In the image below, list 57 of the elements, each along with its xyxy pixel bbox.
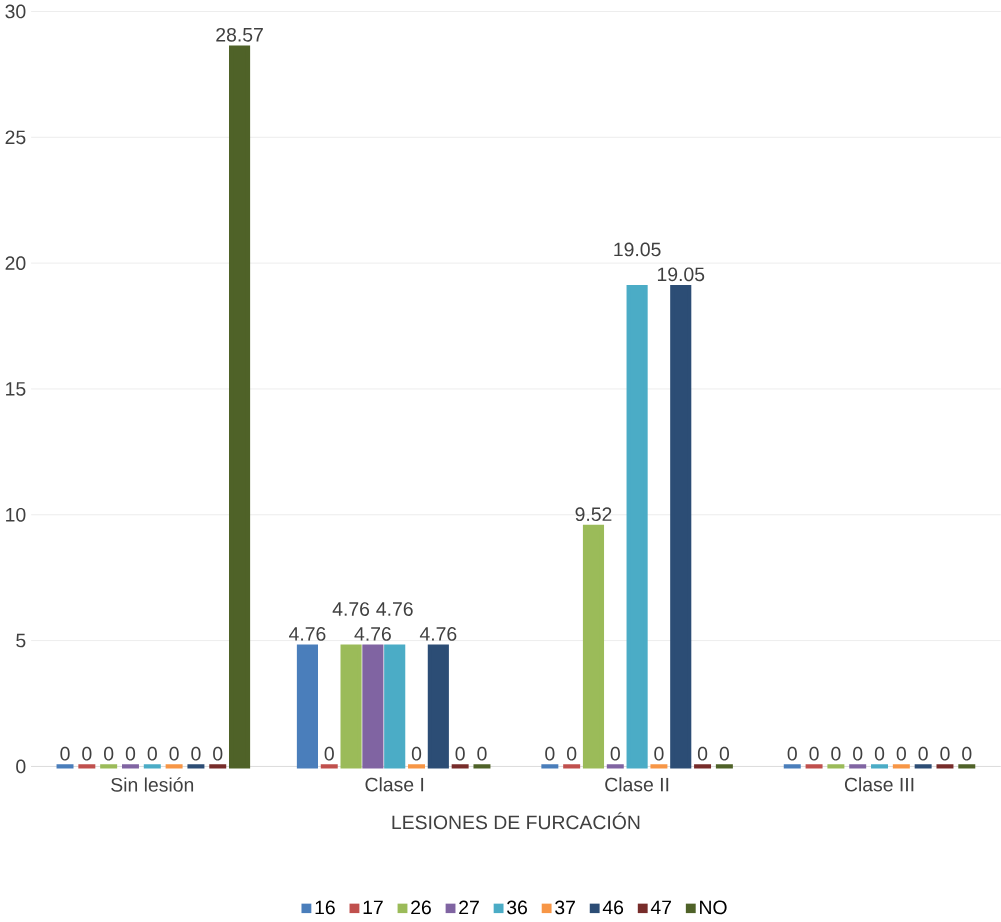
data-label: 0	[104, 746, 114, 761]
data-label: 0	[831, 746, 841, 761]
data-label: 0	[477, 746, 487, 761]
y-tick-label: 30	[5, 4, 26, 19]
legend-label: 26	[411, 900, 431, 915]
y-tick-label: 0	[16, 759, 26, 774]
data-label: 28.57	[216, 28, 263, 42]
legend-label: NO	[700, 900, 727, 915]
x-tick-label: Clase I	[365, 777, 424, 792]
data-label: 4.76	[332, 602, 370, 617]
data-label: 0	[411, 746, 422, 761]
data-label: 0	[787, 746, 797, 761]
data-label: 0	[213, 746, 223, 761]
y-tick-label: 5	[16, 633, 26, 648]
legend-label: 37	[555, 900, 575, 915]
data-label: 0	[962, 746, 972, 761]
y-tick-label: 25	[5, 130, 26, 145]
data-label: 0	[874, 746, 885, 761]
y-tick-label: 15	[6, 382, 26, 396]
data-label: 0	[809, 746, 819, 761]
data-label: 0	[719, 746, 730, 761]
data-label: 0	[324, 746, 334, 761]
data-label: 0	[455, 746, 465, 761]
legend-label: 36	[507, 900, 527, 915]
x-tick-label: Clase III	[844, 777, 914, 792]
data-label: 0	[918, 746, 928, 761]
data-label: 9.52	[575, 507, 612, 522]
x-tick-label: Sin lesión	[111, 777, 194, 792]
data-label: 0	[545, 746, 555, 761]
data-label: 0	[60, 746, 70, 761]
data-label: 0	[191, 746, 201, 761]
y-tick-label: 20	[5, 256, 26, 271]
data-label: 4.76	[354, 627, 391, 641]
x-axis-title: LESIONES DE FURCACIÓN	[392, 812, 640, 830]
y-tick-label: 10	[6, 508, 26, 522]
legend-label: 16	[315, 900, 335, 915]
data-label: 19.05	[614, 242, 661, 257]
data-label: 0	[82, 746, 92, 761]
data-label: 0	[169, 746, 179, 761]
data-label: 0	[567, 746, 577, 761]
data-label: 0	[853, 746, 863, 761]
data-label: 4.76	[289, 627, 326, 641]
legend-label: 46	[602, 900, 624, 915]
data-label: 0	[940, 746, 950, 761]
legend-label: 27	[459, 900, 479, 915]
data-label: 0	[654, 746, 664, 761]
data-label: 4.76	[419, 627, 457, 641]
data-label: 19.05	[657, 267, 705, 282]
data-label: 4.76	[376, 602, 413, 617]
x-tick-label: Clase II	[605, 777, 669, 792]
data-label: 0	[147, 746, 157, 761]
legend-label: 17	[363, 900, 383, 915]
data-label: 0	[610, 746, 620, 761]
data-label: 0	[125, 746, 136, 761]
legend-label: 47	[650, 900, 672, 915]
data-label: 0	[896, 746, 906, 761]
data-label: 0	[697, 746, 708, 761]
